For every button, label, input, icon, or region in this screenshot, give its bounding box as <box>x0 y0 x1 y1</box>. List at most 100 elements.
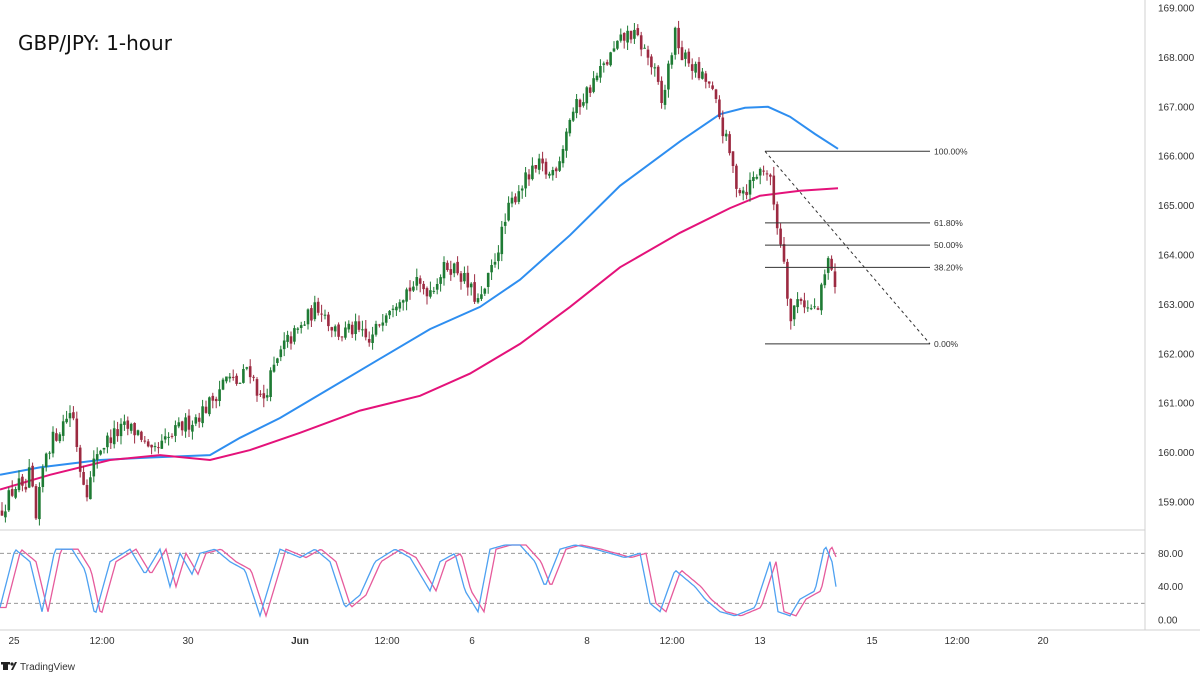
candle-down <box>255 379 259 396</box>
candle-down <box>799 299 803 301</box>
candle-down <box>75 418 79 447</box>
candle-down <box>728 134 731 154</box>
candle-up <box>524 172 527 189</box>
candle-down <box>330 327 334 331</box>
candle-down <box>235 375 238 384</box>
price-tick-label: 166.000 <box>1158 152 1195 163</box>
candle-up <box>354 321 357 334</box>
candle-up <box>595 75 599 81</box>
candle-up <box>17 478 21 491</box>
candle-up <box>792 305 796 320</box>
time-tick-label: 20 <box>1037 636 1049 647</box>
candle-up <box>432 290 436 292</box>
fib-level-label: 38.20% <box>934 262 963 272</box>
candle-up <box>242 369 245 383</box>
candle-down <box>707 81 711 84</box>
candle-down <box>337 324 340 337</box>
candle-up <box>89 477 92 500</box>
candle-down <box>327 314 330 327</box>
time-tick-label: 13 <box>754 636 766 647</box>
candle-up <box>565 131 568 151</box>
oscillator-axis[interactable]: 80.00 40.00 0.00 <box>1158 549 1183 627</box>
tradingview-brand: TradingView <box>20 662 76 673</box>
candle-up <box>92 458 96 477</box>
oscillator-tick-label: 40.00 <box>1158 582 1183 593</box>
price-axis[interactable]: 169.000 168.000 167.000 166.000 165.000 164.0… <box>1158 4 1195 509</box>
candle-up <box>585 87 589 104</box>
candle-down <box>687 51 691 64</box>
candle-up <box>51 431 55 454</box>
candle-up <box>194 417 198 424</box>
candle-up <box>38 487 41 520</box>
candle-up <box>306 309 310 325</box>
candle-up <box>592 78 595 92</box>
candle-down <box>367 339 371 343</box>
candle-up <box>684 52 687 59</box>
candle-down <box>248 366 252 378</box>
price-tick-label: 161.000 <box>1158 399 1195 410</box>
candle-down <box>629 30 633 40</box>
candle-up <box>65 418 68 423</box>
axes <box>0 0 1200 631</box>
candle-down <box>514 196 517 203</box>
candle-up <box>221 379 225 390</box>
candle-down <box>34 486 38 519</box>
candle-up <box>663 89 667 105</box>
candle-up <box>796 299 799 308</box>
candle-down <box>473 282 476 302</box>
tradingview-logo[interactable]: TradingView <box>1 662 76 673</box>
candle-up <box>439 277 442 284</box>
candle-up <box>388 310 391 316</box>
candle-up <box>500 226 504 255</box>
candle-down <box>320 313 323 315</box>
chart-title: GBP/JPY: 1-hour <box>18 31 173 55</box>
candle-down <box>116 429 119 437</box>
candle-down <box>660 80 663 103</box>
candle-up <box>490 265 493 273</box>
candle-up <box>609 52 612 66</box>
candle-down <box>769 174 772 177</box>
candle-down <box>718 99 721 118</box>
candle-up <box>112 428 116 445</box>
candle-down <box>721 117 725 137</box>
candle-up <box>463 273 466 282</box>
candle-down <box>704 73 708 82</box>
candle-up <box>497 252 500 262</box>
candle-up <box>429 290 432 297</box>
candle-down <box>765 173 769 175</box>
fibonacci-retracement[interactable]: 100.00% 61.80% 50.00% 38.20% 0.00% <box>764 146 968 349</box>
candle-up <box>633 29 636 39</box>
candle-down <box>541 158 544 164</box>
candle-up <box>106 435 109 448</box>
candle-up <box>452 263 456 274</box>
candle-up <box>486 272 490 287</box>
candle-up <box>469 283 473 288</box>
candle-down <box>782 244 786 262</box>
candle-up <box>582 102 585 106</box>
candle-down <box>622 33 626 41</box>
candle-up <box>673 27 677 55</box>
stochastic-oscillator <box>0 544 1145 618</box>
candle-up <box>476 298 480 303</box>
candle-up <box>41 467 45 487</box>
candle-up <box>282 340 286 350</box>
moving-averages <box>0 105 839 491</box>
candle-down <box>85 485 89 498</box>
candle-up <box>279 349 283 358</box>
candle-up <box>653 67 657 69</box>
candle-down <box>289 336 293 344</box>
candle-up <box>245 367 249 369</box>
candle-down <box>133 423 136 436</box>
time-axis[interactable]: 25 12:00 30 Jun 12:00 6 8 13 15 12:00 20 12:00 <box>8 636 1049 647</box>
candle-down <box>446 262 449 270</box>
time-tick-label: 15 <box>866 636 878 647</box>
candle-up <box>177 422 181 427</box>
candle-up <box>507 202 510 221</box>
candle-up <box>568 120 572 134</box>
candle-up <box>333 326 337 332</box>
candle-down <box>82 472 85 485</box>
candle-down <box>646 49 650 58</box>
candle-up <box>551 170 555 176</box>
candle-up <box>571 111 575 121</box>
